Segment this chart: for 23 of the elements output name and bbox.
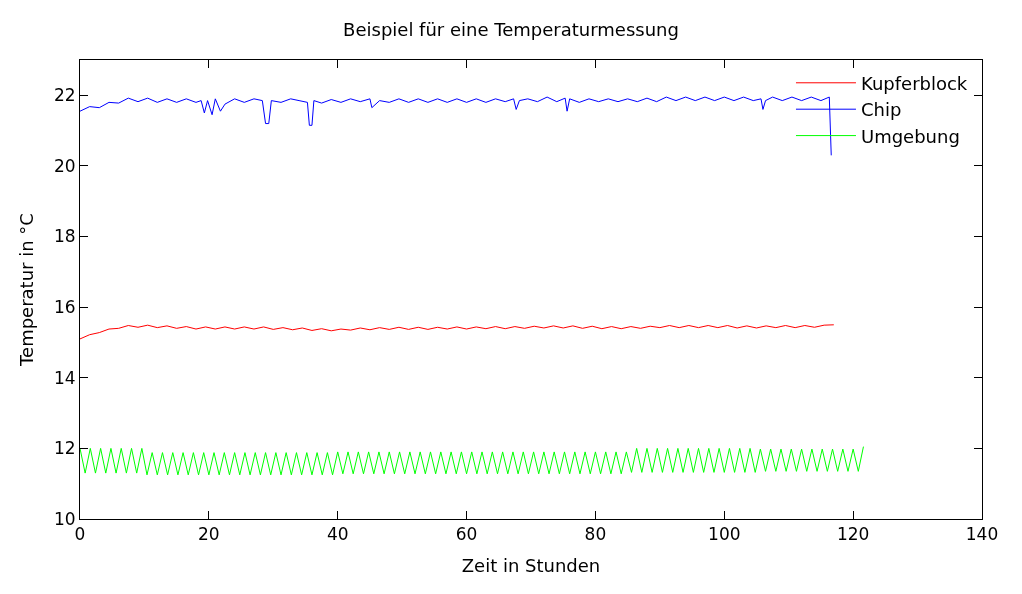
y-tick-label: 14 [53, 367, 76, 388]
x-tick-label: 80 [584, 524, 607, 545]
y-axis-title: Temperatur in °C [16, 213, 38, 367]
x-axis-title: Zeit in Stunden [461, 554, 601, 576]
y-tick-label: 12 [53, 438, 76, 459]
line-series [80, 324, 835, 340]
y-tick-label: 22 [53, 85, 76, 106]
x-tick-label: 40 [326, 524, 349, 545]
y-tick-label: 18 [53, 226, 76, 247]
legend-label: Umgebung [860, 125, 960, 147]
y-tick-label: 20 [53, 155, 76, 176]
x-tick-label: 20 [198, 524, 220, 545]
x-tick-label: 0 [74, 524, 86, 545]
legend-label: Kupferblock [860, 72, 968, 94]
chart-title: Beispiel für eine Temperaturmessung [343, 19, 679, 41]
x-tick-label: 100 [708, 524, 741, 545]
x-tick-label: 120 [836, 524, 870, 545]
x-tick-label: 60 [455, 524, 478, 545]
legend-label: Chip [860, 99, 902, 121]
y-tick-label: 16 [53, 297, 76, 318]
x-tick-label: 140 [965, 524, 999, 545]
y-tick-label: 10 [53, 508, 76, 529]
line-series [80, 446, 864, 476]
